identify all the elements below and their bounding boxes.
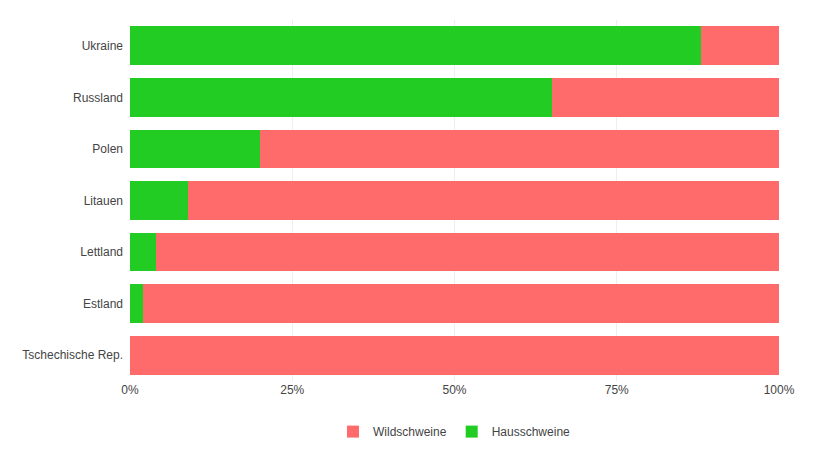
svg-text:100%: 100% xyxy=(764,383,795,397)
svg-text:50%: 50% xyxy=(442,383,466,397)
svg-text:Wildschweine: Wildschweine xyxy=(373,425,447,439)
svg-text:Litauen: Litauen xyxy=(84,194,123,208)
svg-text:Polen: Polen xyxy=(92,142,123,156)
svg-text:75%: 75% xyxy=(605,383,629,397)
svg-text:0%: 0% xyxy=(121,383,139,397)
svg-text:Ukraine: Ukraine xyxy=(82,39,124,53)
svg-text:25%: 25% xyxy=(280,383,304,397)
svg-text:Lettland: Lettland xyxy=(80,245,123,259)
svg-text:Russland: Russland xyxy=(73,91,123,105)
svg-text:Estland: Estland xyxy=(83,297,123,311)
svg-text:Hausschweine: Hausschweine xyxy=(492,425,570,439)
svg-text:Tschechische Rep.: Tschechische Rep. xyxy=(22,348,123,362)
